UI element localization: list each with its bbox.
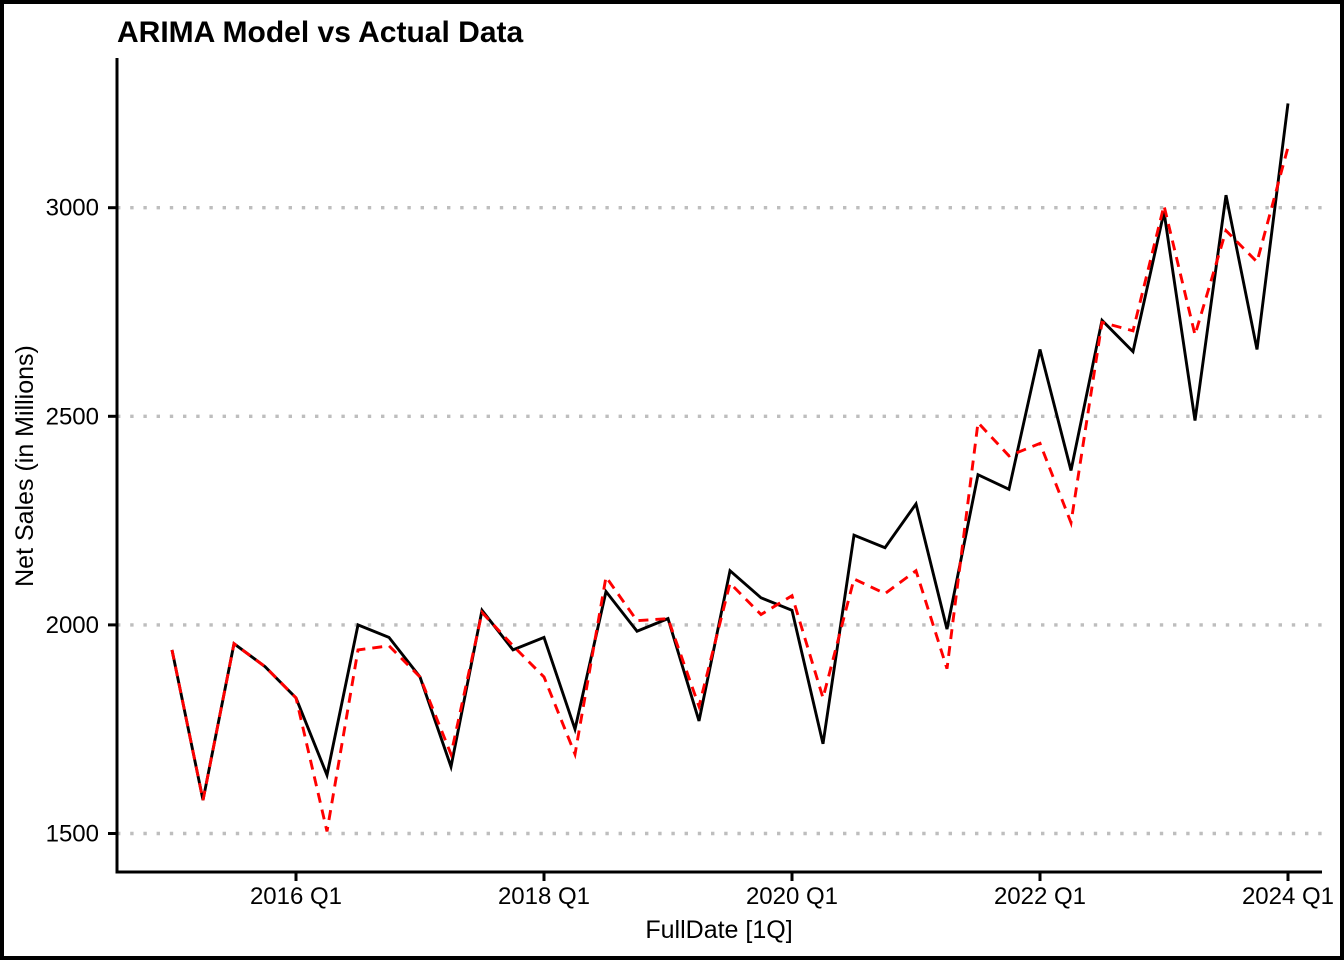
x-axis-title: FullDate [1Q] [645, 916, 792, 944]
y-tick-label: 2500 [46, 403, 99, 430]
tick-labels: 1500 2000 2500 3000 2016 Q1 2018 Q1 2020 Q1 202… [46, 195, 1334, 910]
x-tick-label: 2024 Q1 [1242, 883, 1334, 910]
x-tick-label: 2022 Q1 [994, 883, 1086, 910]
series-arima-line [170, 146, 1290, 832]
chart-title: ARIMA Model vs Actual Data [117, 16, 523, 49]
gridlines [117, 205, 1322, 836]
x-tick-label: 2020 Q1 [746, 883, 838, 910]
y-axis-title: Net Sales (in Millions) [11, 345, 39, 587]
y-tick-label: 3000 [46, 195, 99, 222]
y-tick-label: 1500 [46, 821, 99, 848]
x-tick-label: 2016 Q1 [250, 883, 342, 910]
series-actual-line [170, 103, 1290, 801]
axes [108, 58, 1322, 881]
y-tick-label: 2000 [46, 612, 99, 639]
series-lines [170, 103, 1290, 832]
x-tick-label: 2018 Q1 [498, 883, 590, 910]
